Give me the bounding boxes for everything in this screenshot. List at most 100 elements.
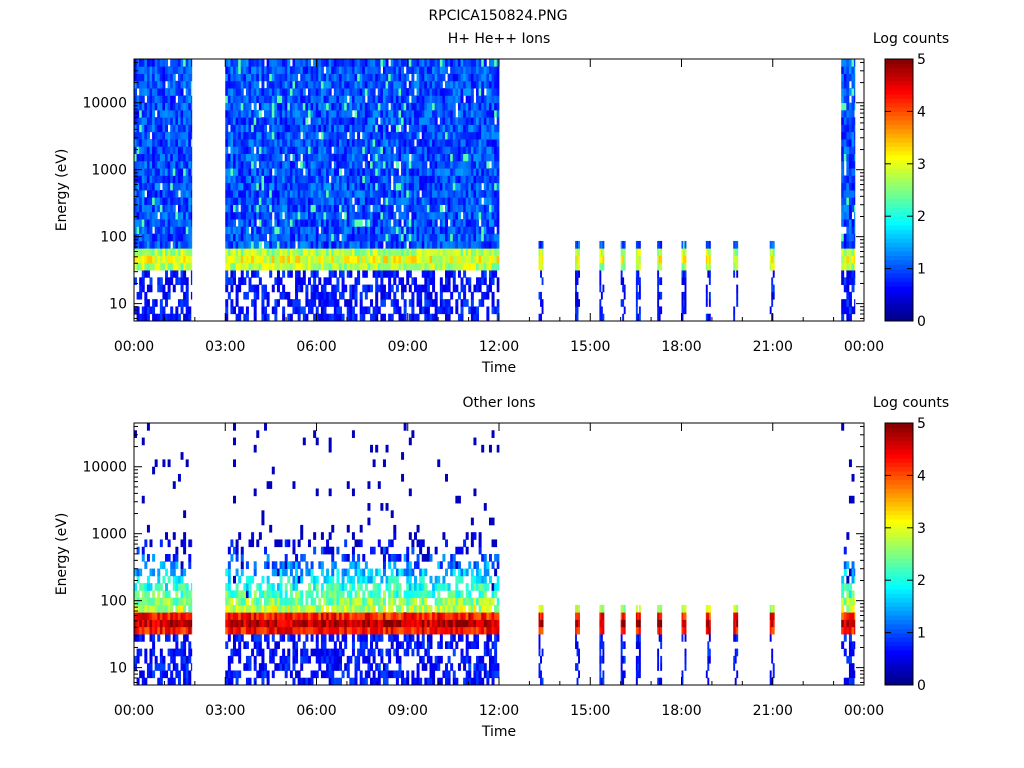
spectrogram-cell bbox=[256, 248, 260, 256]
spectrogram-cell bbox=[339, 313, 342, 322]
spectrogram-cell bbox=[494, 270, 498, 278]
spectrogram-cell bbox=[162, 139, 166, 147]
spectrogram-cell bbox=[349, 190, 353, 198]
spectrogram-cell bbox=[357, 211, 361, 220]
spectrogram-cell bbox=[183, 102, 187, 111]
spectrogram-cell bbox=[349, 211, 353, 220]
spectrogram-cell bbox=[320, 219, 324, 227]
spectrogram-cell bbox=[367, 255, 371, 264]
spectrogram-cell bbox=[287, 270, 291, 278]
spectrogram-cell bbox=[357, 73, 361, 82]
spectrogram-cell bbox=[734, 248, 737, 256]
spectrogram-cell bbox=[264, 219, 268, 227]
spectrogram-cell bbox=[336, 211, 340, 220]
spectrogram-cell bbox=[328, 204, 332, 213]
colorbar-segment bbox=[885, 316, 913, 322]
spectrogram-cell bbox=[494, 190, 498, 198]
spectrogram-cell bbox=[734, 240, 737, 249]
spectrogram-cell bbox=[243, 291, 247, 300]
spectrogram-cell bbox=[333, 240, 337, 249]
spectrogram-cell bbox=[310, 190, 314, 198]
spectrogram-cell bbox=[315, 131, 319, 140]
spectrogram-cell bbox=[395, 306, 399, 315]
spectrogram-cell bbox=[439, 182, 443, 191]
spectrogram-cell bbox=[851, 182, 855, 191]
spectrogram-cell bbox=[139, 277, 143, 286]
spectrogram-cell bbox=[854, 211, 856, 220]
spectrogram-cell bbox=[683, 255, 685, 264]
spectrogram-cell bbox=[390, 226, 394, 235]
spectrogram-cell bbox=[261, 190, 265, 198]
spectrogram-cell bbox=[300, 306, 304, 315]
spectrogram-cell bbox=[235, 59, 239, 67]
spectrogram-cell bbox=[264, 262, 268, 271]
spectrogram-cell bbox=[457, 139, 461, 147]
spectrogram-cell bbox=[432, 160, 436, 169]
spectrogram-cell bbox=[183, 277, 187, 286]
spectrogram-cell bbox=[233, 262, 236, 271]
spectrogram-cell bbox=[388, 95, 392, 104]
spectrogram-cell bbox=[362, 109, 366, 118]
spectrogram-cell bbox=[331, 204, 335, 213]
spectrogram-cell bbox=[172, 95, 176, 104]
spectrogram-cell bbox=[851, 160, 855, 169]
spectrogram-cell bbox=[841, 131, 845, 140]
spectrogram-cell bbox=[253, 299, 257, 307]
spectrogram-cell bbox=[144, 146, 148, 155]
spectrogram-cell bbox=[364, 160, 368, 169]
spectrogram-cell bbox=[188, 262, 192, 271]
spectrogram-cell bbox=[331, 131, 335, 140]
spectrogram-cell bbox=[419, 66, 423, 74]
spectrogram-cell bbox=[170, 59, 174, 67]
spectrogram-cell bbox=[419, 102, 423, 111]
spectrogram-cell bbox=[380, 175, 384, 184]
spectrogram-cell bbox=[307, 124, 311, 133]
spectrogram-cell bbox=[183, 190, 187, 198]
spectrogram-cell bbox=[238, 160, 242, 169]
spectrogram-cell bbox=[336, 124, 340, 133]
spectrogram-cell bbox=[367, 211, 371, 220]
spectrogram-cell bbox=[388, 313, 392, 322]
spectrogram-cell bbox=[432, 59, 436, 67]
spectrogram-cell bbox=[426, 270, 430, 278]
spectrogram-cell bbox=[416, 95, 420, 104]
spectrogram-cell bbox=[401, 240, 405, 249]
spectrogram-cell bbox=[154, 88, 158, 96]
spectrogram-cell bbox=[175, 255, 179, 264]
spectrogram-cell bbox=[154, 160, 158, 169]
spectrogram-cell bbox=[398, 153, 402, 162]
spectrogram-cell bbox=[344, 284, 348, 293]
spectrogram-cell bbox=[426, 117, 430, 125]
spectrogram-cell bbox=[141, 146, 145, 155]
spectrogram-cell bbox=[460, 219, 464, 227]
spectrogram-cell bbox=[165, 233, 169, 242]
spectrogram-cell bbox=[258, 211, 262, 220]
spectrogram-cell bbox=[408, 233, 412, 242]
spectrogram-cell bbox=[854, 117, 856, 125]
spectrogram-cell bbox=[289, 168, 293, 176]
spectrogram-cell bbox=[349, 313, 353, 322]
spectrogram-cell bbox=[180, 197, 184, 205]
spectrogram-cell bbox=[421, 66, 425, 74]
spectrogram-cell bbox=[406, 146, 410, 155]
spectrogram-cell bbox=[481, 153, 485, 162]
colorbar-segment bbox=[885, 216, 913, 222]
spectrogram-cell bbox=[424, 284, 428, 293]
spectrogram-cell bbox=[354, 73, 358, 82]
spectrogram-cell bbox=[134, 655, 137, 664]
spectrogram-cell bbox=[846, 59, 850, 67]
spectrogram-cell bbox=[287, 59, 291, 67]
spectrogram-cell bbox=[183, 117, 187, 125]
spectrogram-cell bbox=[476, 284, 480, 293]
spectrogram-cell bbox=[843, 88, 847, 96]
spectrogram-cell bbox=[253, 284, 257, 293]
spectrogram-cell bbox=[463, 262, 467, 271]
spectrogram-cell bbox=[243, 204, 247, 213]
spectrogram-cell bbox=[326, 160, 330, 169]
spectrogram-cell bbox=[416, 182, 420, 191]
spectrogram-cell bbox=[357, 270, 361, 278]
spectrogram-cell bbox=[370, 146, 374, 155]
spectrogram-cell bbox=[362, 211, 366, 220]
spectrogram-cell bbox=[331, 284, 335, 293]
spectrogram-cell bbox=[165, 634, 169, 642]
